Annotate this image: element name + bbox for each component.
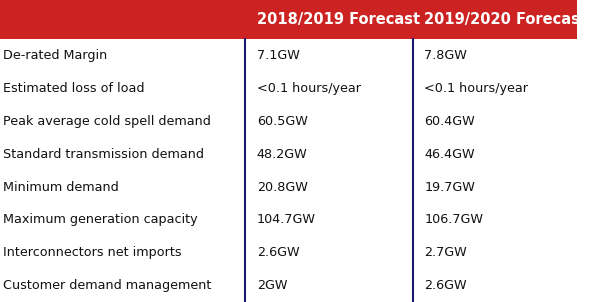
Text: Minimum demand: Minimum demand bbox=[3, 181, 119, 194]
Text: Peak average cold spell demand: Peak average cold spell demand bbox=[3, 115, 211, 128]
Text: Estimated loss of load: Estimated loss of load bbox=[3, 82, 144, 95]
Text: Interconnectors net imports: Interconnectors net imports bbox=[3, 246, 182, 259]
FancyBboxPatch shape bbox=[0, 0, 577, 39]
Text: 2018/2019 Forecast: 2018/2019 Forecast bbox=[257, 12, 420, 27]
Text: Standard transmission demand: Standard transmission demand bbox=[3, 148, 204, 161]
Text: 19.7GW: 19.7GW bbox=[424, 181, 475, 194]
Text: 2.6GW: 2.6GW bbox=[257, 246, 300, 259]
Text: Maximum generation capacity: Maximum generation capacity bbox=[3, 214, 198, 226]
Text: De-rated Margin: De-rated Margin bbox=[3, 49, 107, 62]
Text: 60.4GW: 60.4GW bbox=[424, 115, 475, 128]
Text: 2019/2020 Forecast: 2019/2020 Forecast bbox=[424, 12, 587, 27]
Text: 20.8GW: 20.8GW bbox=[257, 181, 308, 194]
Text: 46.4GW: 46.4GW bbox=[424, 148, 475, 161]
Text: 2.7GW: 2.7GW bbox=[424, 246, 467, 259]
Text: 2.6GW: 2.6GW bbox=[424, 279, 467, 292]
Text: 106.7GW: 106.7GW bbox=[424, 214, 483, 226]
Text: 60.5GW: 60.5GW bbox=[257, 115, 308, 128]
Text: Customer demand management: Customer demand management bbox=[3, 279, 211, 292]
Text: <0.1 hours/year: <0.1 hours/year bbox=[424, 82, 528, 95]
Text: 2GW: 2GW bbox=[257, 279, 287, 292]
Text: 7.8GW: 7.8GW bbox=[424, 49, 467, 62]
Text: 7.1GW: 7.1GW bbox=[257, 49, 300, 62]
Text: <0.1 hours/year: <0.1 hours/year bbox=[257, 82, 361, 95]
Text: 104.7GW: 104.7GW bbox=[257, 214, 316, 226]
Text: 48.2GW: 48.2GW bbox=[257, 148, 308, 161]
